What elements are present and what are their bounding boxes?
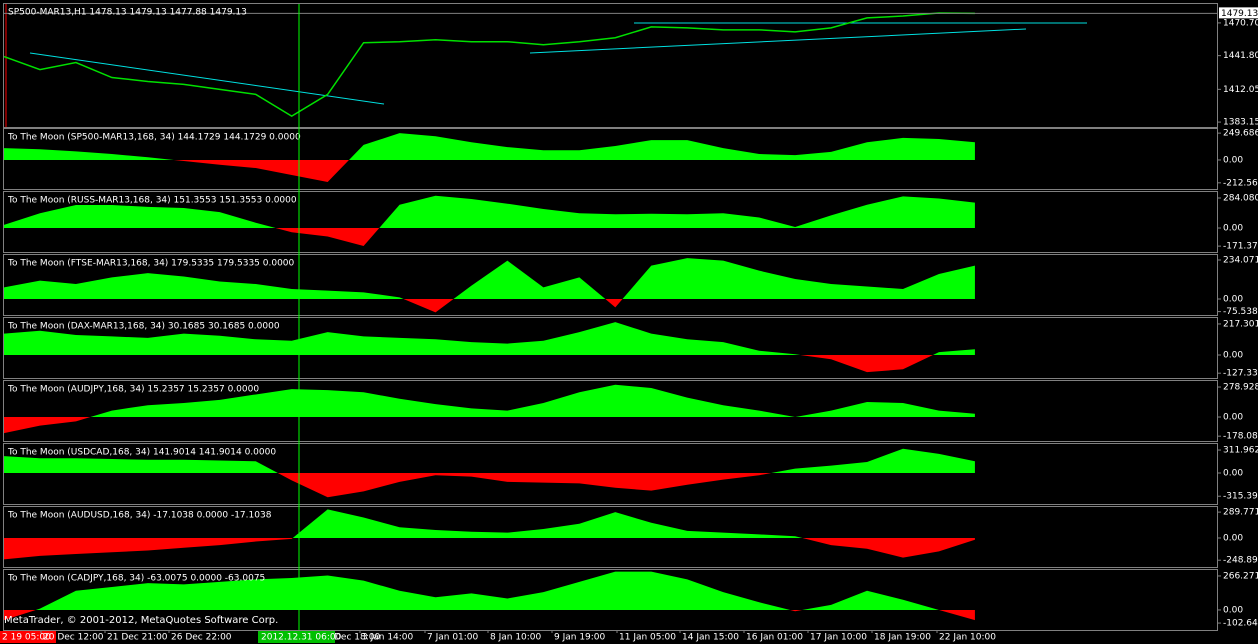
panel-title: To The Moon (SP500-MAR13,168, 34) 144.17… <box>7 133 301 143</box>
panel-title: To The Moon (RUSS-MAR13,168, 34) 151.355… <box>7 196 297 206</box>
y-tick-label: 1412.05 <box>1223 85 1258 95</box>
y-tick-label: 234.0714 <box>1223 255 1258 265</box>
panel-title: To The Moon (AUDJPY,168, 34) 15.2357 15.… <box>7 385 259 395</box>
time-label: 18 Jan 19:00 <box>874 633 931 643</box>
indicator-area-positive <box>4 322 975 355</box>
cursor-label-box <box>258 631 335 643</box>
y-tick-label: 0.00 <box>1223 295 1243 305</box>
panel-frame <box>3 191 1218 253</box>
y-tick-label: 249.6868 <box>1223 129 1258 139</box>
time-label: 22 Jan 10:00 <box>939 633 996 643</box>
time-label: 3 Jan 14:00 <box>362 633 414 643</box>
indicator-area-positive <box>4 195 975 229</box>
time-label: 20 Dec 12:00 <box>43 633 104 643</box>
y-tick-label: 1470.70 <box>1223 18 1258 28</box>
y-tick-label: 1441.80 <box>1223 51 1258 61</box>
panel-frame <box>3 506 1218 568</box>
y-tick-label: -127.335 <box>1223 369 1258 379</box>
panel-frame <box>3 380 1218 442</box>
panel-frame <box>3 128 1218 190</box>
panel-frame <box>3 569 1218 631</box>
time-label: 16 Jan 01:00 <box>746 633 803 643</box>
panel-title: To The Moon (AUDUSD,168, 34) -17.1038 0.… <box>7 511 272 521</box>
trend-line <box>529 28 1027 54</box>
y-tick-label: 0.00 <box>1223 224 1243 234</box>
time-label: 7 Jan 01:00 <box>427 633 479 643</box>
panel-title: SP500-MAR13,H1 1478.13 1479.13 1477.88 1… <box>8 8 247 18</box>
y-tick-label: -248.892 <box>1223 556 1258 566</box>
y-tick-label: 0.00 <box>1223 533 1243 543</box>
y-tick-label: -75.5389 <box>1223 307 1258 317</box>
panel-frame <box>3 3 1218 128</box>
time-label: 14 Jan 15:00 <box>682 633 739 643</box>
time-label: 8 Jan 10:00 <box>490 633 542 643</box>
indicator-area-negative <box>275 228 380 246</box>
cursor-label: 2012.12.31 06:00 <box>261 633 342 643</box>
panel-frame <box>3 443 1218 505</box>
indicator-area-negative <box>4 537 975 560</box>
start-label-box <box>0 631 56 643</box>
y-tick-label: 284.0808 <box>1223 194 1258 204</box>
y-tick-label: 217.3013 <box>1223 319 1258 329</box>
indicator-area-negative <box>277 473 772 498</box>
y-tick-label: -315.394 <box>1223 492 1258 502</box>
panel-title: To The Moon (CADJPY,168, 34) -63.0075 0.… <box>7 574 265 584</box>
y-tick-label: 1383.15 <box>1223 118 1258 128</box>
y-tick-label: 278.9289 <box>1223 383 1258 393</box>
y-tick-label: 0.00 <box>1223 351 1243 361</box>
indicator-area-positive <box>4 571 975 610</box>
y-tick-label: -212.565 <box>1223 178 1258 188</box>
y-tick-label: -178.084 <box>1223 432 1258 442</box>
last-price-box <box>1219 7 1258 19</box>
panel-title: To The Moon (DAX-MAR13,168, 34) 30.1685 … <box>7 322 280 332</box>
panel-title: To The Moon (USDCAD,168, 34) 141.9014 14… <box>7 448 276 458</box>
y-tick-label: 0.00 <box>1223 605 1243 615</box>
time-label: 11 Jan 05:00 <box>619 633 676 643</box>
panel-frame <box>3 254 1218 316</box>
indicator-area-positive <box>4 258 975 299</box>
time-label: 17 Jan 10:00 <box>810 633 867 643</box>
time-label: 26 Dec 22:00 <box>171 633 232 643</box>
time-start-label: 2 19 05:00 <box>2 633 51 643</box>
panel-title: To The Moon (FTSE-MAR13,168, 34) 179.533… <box>7 259 295 269</box>
last-price-label: 1479.13 <box>1221 9 1258 19</box>
y-tick-label: -171.373 <box>1223 242 1258 252</box>
indicator-area-negative <box>4 355 975 373</box>
y-tick-label: 0.00 <box>1223 469 1243 479</box>
indicator-area-positive <box>4 509 975 538</box>
indicator-area-negative <box>4 159 975 183</box>
y-tick-label: 266.2711 <box>1223 571 1258 581</box>
y-tick-label: 0.00 <box>1223 413 1243 423</box>
time-label: Dec 18:00 <box>334 633 380 643</box>
y-tick-label: 311.9625 <box>1223 446 1258 456</box>
y-tick-label: -102.641 <box>1223 619 1258 629</box>
panel-frame <box>3 317 1218 379</box>
y-tick-label: 0.00 <box>1223 155 1243 165</box>
footer: MetaTrader, © 2001-2012, MetaQuotes Soft… <box>4 615 278 626</box>
indicator-area-positive <box>4 448 975 474</box>
y-tick-label: 289.771 <box>1223 508 1258 518</box>
price-line <box>3 12 975 118</box>
trend-line <box>29 52 385 105</box>
indicator-area-positive <box>4 133 975 160</box>
time-label: 21 Dec 21:00 <box>107 633 168 643</box>
time-label: 9 Jan 19:00 <box>554 633 606 643</box>
indicator-area-positive <box>90 384 975 418</box>
